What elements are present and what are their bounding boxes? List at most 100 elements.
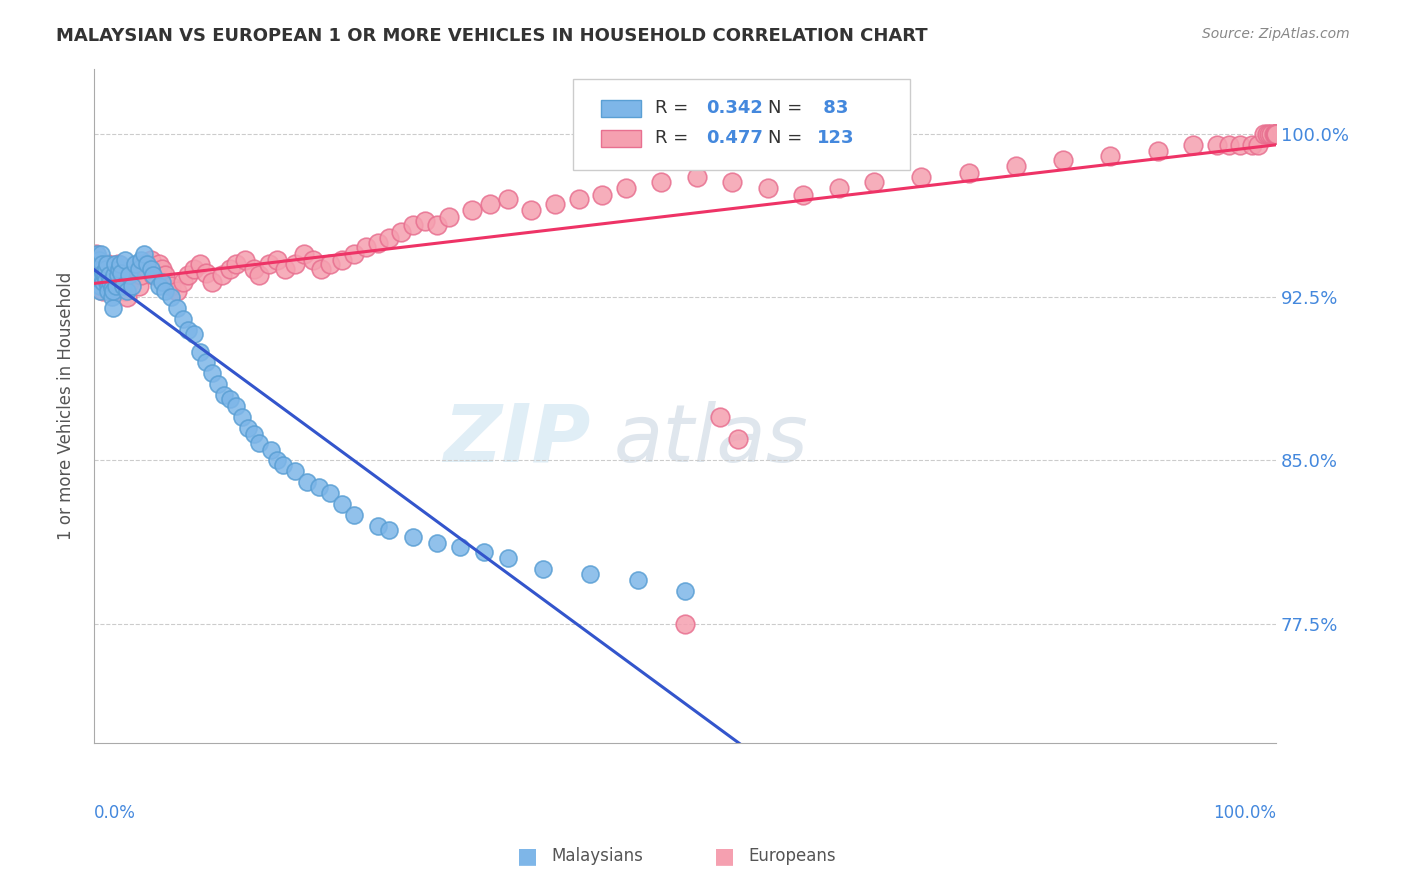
Point xyxy=(84,257,107,271)
Point xyxy=(152,261,174,276)
Point xyxy=(108,257,131,271)
Point xyxy=(957,166,980,180)
Point xyxy=(472,545,495,559)
Point xyxy=(242,261,264,276)
Point xyxy=(319,486,342,500)
Point xyxy=(461,202,484,217)
Point xyxy=(330,253,353,268)
Point xyxy=(177,323,200,337)
Text: 123: 123 xyxy=(817,129,855,147)
Point xyxy=(367,235,389,250)
Text: Source: ZipAtlas.com: Source: ZipAtlas.com xyxy=(1202,27,1350,41)
Point xyxy=(233,253,256,268)
Point xyxy=(402,530,425,544)
Text: 100.0%: 100.0% xyxy=(1213,805,1277,822)
Point xyxy=(172,275,194,289)
Point xyxy=(1264,127,1286,141)
Point xyxy=(218,261,240,276)
Text: Malaysians: Malaysians xyxy=(551,847,643,865)
Point xyxy=(94,273,117,287)
Point xyxy=(413,214,436,228)
Point xyxy=(183,327,205,342)
Point xyxy=(101,284,124,298)
Point xyxy=(103,275,125,289)
Point xyxy=(101,301,124,315)
Point xyxy=(756,181,779,195)
Point xyxy=(128,279,150,293)
Point xyxy=(122,268,145,283)
Point xyxy=(1265,127,1288,141)
Point xyxy=(686,170,709,185)
Point xyxy=(148,257,170,271)
Point xyxy=(132,246,155,260)
Point xyxy=(107,268,129,283)
Y-axis label: 1 or more Vehicles in Household: 1 or more Vehicles in Household xyxy=(58,272,75,541)
Point xyxy=(108,268,131,283)
Point xyxy=(98,268,121,283)
Point xyxy=(1146,145,1168,159)
Point xyxy=(125,261,148,276)
Point xyxy=(1265,127,1288,141)
Text: R =: R = xyxy=(655,129,695,147)
Point xyxy=(367,518,389,533)
FancyBboxPatch shape xyxy=(572,78,910,169)
Point xyxy=(124,257,146,271)
Point xyxy=(378,231,401,245)
Point xyxy=(153,284,176,298)
Point xyxy=(721,175,744,189)
Point xyxy=(627,573,650,587)
Point xyxy=(567,192,589,206)
Point xyxy=(1241,137,1264,152)
Point xyxy=(295,475,318,490)
Point xyxy=(89,279,111,293)
Point xyxy=(266,253,288,268)
Point xyxy=(201,367,224,381)
Point xyxy=(86,268,108,283)
Point xyxy=(1005,160,1028,174)
Point xyxy=(115,284,138,298)
Point xyxy=(1265,127,1288,141)
Point xyxy=(114,253,136,268)
Point xyxy=(93,275,115,289)
Point xyxy=(93,266,115,280)
Point xyxy=(183,261,205,276)
Point xyxy=(673,584,696,599)
Point xyxy=(1256,127,1278,141)
Point xyxy=(97,257,120,271)
Point xyxy=(257,257,280,271)
Point xyxy=(132,257,155,271)
Text: 0.0%: 0.0% xyxy=(94,805,136,822)
Point xyxy=(426,219,449,233)
Text: N =: N = xyxy=(768,129,807,147)
Point xyxy=(87,253,110,268)
Point xyxy=(94,261,117,276)
Point xyxy=(520,202,543,217)
Point xyxy=(249,268,271,283)
Point xyxy=(139,261,162,276)
Point xyxy=(128,261,150,276)
Point xyxy=(1253,127,1275,141)
Text: R =: R = xyxy=(655,99,695,117)
Text: 0.477: 0.477 xyxy=(706,129,763,147)
Point xyxy=(1247,137,1270,152)
Point xyxy=(86,246,108,260)
Point xyxy=(153,268,176,283)
Point xyxy=(212,388,235,402)
Point xyxy=(96,257,118,271)
Point xyxy=(236,421,259,435)
Point xyxy=(103,268,125,283)
Point xyxy=(107,261,129,276)
Text: ZIP: ZIP xyxy=(443,401,591,479)
Point xyxy=(1265,127,1288,141)
Point xyxy=(271,458,294,472)
Point xyxy=(709,409,731,424)
Text: N =: N = xyxy=(768,99,807,117)
Point xyxy=(1099,148,1122,162)
Point xyxy=(177,268,200,283)
Point xyxy=(225,399,247,413)
Point xyxy=(115,290,138,304)
Point xyxy=(591,187,613,202)
Point xyxy=(266,453,288,467)
Point xyxy=(1265,127,1288,141)
Point xyxy=(142,268,165,283)
